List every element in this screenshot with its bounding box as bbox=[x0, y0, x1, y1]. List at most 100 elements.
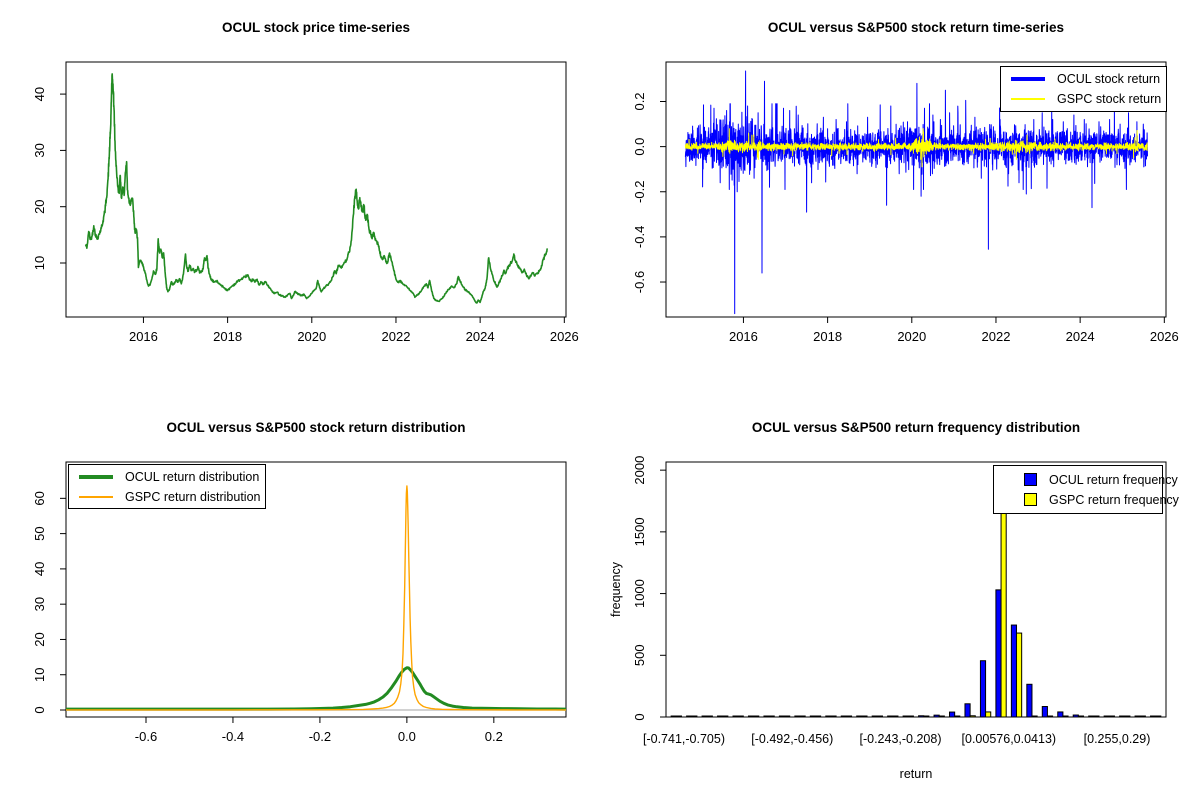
y-tick-label: 0 bbox=[32, 706, 47, 713]
x-tick-label: 2018 bbox=[213, 329, 242, 344]
y-tick-label: -0.2 bbox=[632, 181, 647, 203]
y-tick-label: 40 bbox=[32, 87, 47, 101]
bar-ocul bbox=[778, 715, 786, 718]
bin-label: [0.255,0.29) bbox=[1084, 732, 1151, 746]
y-tick-label: 0.0 bbox=[632, 138, 647, 156]
x-tick-label: 2022 bbox=[382, 329, 411, 344]
bar-gspc bbox=[784, 715, 791, 718]
y-tick-label: 1000 bbox=[632, 579, 647, 608]
x-tick-label: 2026 bbox=[1150, 329, 1179, 344]
axes: 0 500 1000 1500 2000 frequency return bbox=[609, 456, 1167, 781]
y-tick-label: 50 bbox=[32, 526, 47, 540]
price-chart-plot: 2016 2018 2020 2022 2024 2026 10 20 30 40 bbox=[32, 61, 579, 344]
bar-gspc bbox=[1062, 715, 1069, 718]
x-tick-label: 2024 bbox=[1066, 329, 1095, 344]
histogram-chart-title: OCUL versus S&P500 return frequency dist… bbox=[751, 420, 1081, 435]
bar-ocul bbox=[1150, 715, 1157, 718]
legend-label: OCUL return frequency bbox=[1049, 472, 1178, 487]
gspc-frequency-box-swatch-icon bbox=[1024, 493, 1037, 506]
density-legend: OCUL return distribution GSPC return dis… bbox=[68, 464, 266, 509]
bar-ocul bbox=[825, 715, 832, 718]
bar-gspc bbox=[1155, 715, 1162, 718]
x-tick-label: 2022 bbox=[982, 329, 1011, 344]
bar-ocul bbox=[1088, 715, 1095, 718]
bar-ocul bbox=[763, 715, 770, 718]
returns-chart-panel: OCUL versus S&P500 stock return time-ser… bbox=[600, 0, 1200, 400]
bar-ocul bbox=[732, 715, 739, 718]
returns-chart-plot: 2016 2018 2020 2022 2024 2026 0.2 0.0 -0.2 -0.4 -0… bbox=[632, 61, 1179, 344]
bar-gspc bbox=[892, 715, 899, 718]
bar-gspc bbox=[938, 715, 945, 718]
bar-gspc bbox=[706, 715, 713, 718]
legend-label: GSPC return distribution bbox=[125, 489, 261, 504]
legend-label: GSPC return frequency bbox=[1049, 492, 1179, 507]
legend-item-ocul-return: OCUL stock return bbox=[1001, 69, 1166, 89]
gspc-return-line-swatch-icon bbox=[1011, 98, 1045, 100]
bar-ocul bbox=[1026, 683, 1033, 718]
bar-ocul bbox=[747, 715, 755, 718]
x-tick-label: 2018 bbox=[813, 329, 842, 344]
bar-gspc bbox=[1031, 715, 1038, 718]
bar-ocul bbox=[918, 715, 925, 718]
bar-gspc bbox=[768, 715, 775, 718]
y-tick-label: 500 bbox=[632, 644, 647, 666]
x-tick-label: 2020 bbox=[897, 329, 926, 344]
bar-ocul bbox=[933, 714, 940, 718]
legend-item-ocul-density: OCUL return distribution bbox=[69, 467, 265, 487]
bar-gspc bbox=[691, 715, 698, 718]
returns-chart-title: OCUL versus S&P500 stock return time-ser… bbox=[767, 20, 1065, 35]
bar-gspc bbox=[845, 715, 853, 718]
bar-gspc bbox=[1108, 715, 1115, 718]
y-tick-label: 30 bbox=[32, 143, 47, 157]
returns-legend: OCUL stock return GSPC stock return bbox=[1000, 66, 1167, 112]
axes: -0.6 -0.4 -0.2 0.0 0.2 0 10 20 30 40 50 60 bbox=[32, 461, 567, 744]
legend-label: GSPC stock return bbox=[1057, 92, 1162, 106]
bar-gspc bbox=[907, 715, 914, 718]
y-tick-label: 0.2 bbox=[632, 92, 647, 110]
return-series-gspc bbox=[684, 128, 1148, 168]
bar-gspc bbox=[969, 715, 976, 718]
y-tick-label: 30 bbox=[32, 597, 47, 611]
x-tick-label: 2024 bbox=[466, 329, 495, 344]
bar-gspc bbox=[722, 715, 729, 718]
x-tick-label: 2016 bbox=[729, 329, 758, 344]
bar-gspc bbox=[1077, 715, 1085, 718]
x-tick-label: -0.6 bbox=[135, 729, 157, 744]
bar-gspc bbox=[985, 711, 992, 718]
axes: 2016 2018 2020 2022 2024 2026 10 20 30 40 bbox=[32, 61, 579, 344]
bar-ocul bbox=[1010, 624, 1018, 718]
bar-ocul bbox=[794, 715, 801, 718]
bar-gspc bbox=[1093, 715, 1100, 718]
y-tick-label: 0 bbox=[632, 713, 647, 720]
bar-ocul bbox=[902, 715, 909, 718]
bar-ocul bbox=[1072, 714, 1079, 718]
bar-gspc bbox=[954, 715, 961, 718]
x-tick-label: -0.2 bbox=[309, 729, 331, 744]
bin-label: [-0.243,-0.208) bbox=[860, 732, 942, 746]
legend-label: OCUL return distribution bbox=[125, 469, 260, 484]
density-chart-title: OCUL versus S&P500 stock return distribu… bbox=[166, 420, 466, 435]
bar-ocul bbox=[701, 715, 708, 718]
bar-gspc bbox=[814, 715, 822, 718]
x-tick-label: -0.4 bbox=[222, 729, 244, 744]
y-tick-label: 2000 bbox=[632, 456, 647, 485]
bar-ocul bbox=[840, 715, 847, 718]
bar-gspc bbox=[830, 715, 837, 718]
bar-gspc bbox=[1046, 715, 1054, 718]
legend-item-gspc-density: GSPC return distribution bbox=[69, 487, 265, 507]
histogram-chart-panel: OCUL versus S&P500 return frequency dist… bbox=[600, 400, 1200, 800]
bar-ocul bbox=[1119, 715, 1126, 718]
density-chart-plot: -0.6 -0.4 -0.2 0.0 0.2 0 10 20 30 40 50 60 bbox=[32, 461, 567, 744]
histogram-chart-plot: 0 500 1000 1500 2000 frequency return [-0.741,-… bbox=[609, 456, 1167, 781]
x-tick-label: 2020 bbox=[297, 329, 326, 344]
y-tick-label: 60 bbox=[32, 491, 47, 505]
bar-ocul bbox=[670, 715, 677, 718]
ocul-density-line-swatch-icon bbox=[79, 474, 113, 479]
bar-gspc bbox=[923, 715, 930, 718]
histogram-legend: OCUL return frequency GSPC return freque… bbox=[993, 465, 1179, 514]
bar-gspc bbox=[753, 715, 760, 718]
bar-ocul bbox=[717, 715, 724, 718]
bar-gspc bbox=[737, 715, 744, 718]
bar-ocul bbox=[1103, 715, 1110, 718]
y-tick-label: 20 bbox=[32, 632, 47, 646]
